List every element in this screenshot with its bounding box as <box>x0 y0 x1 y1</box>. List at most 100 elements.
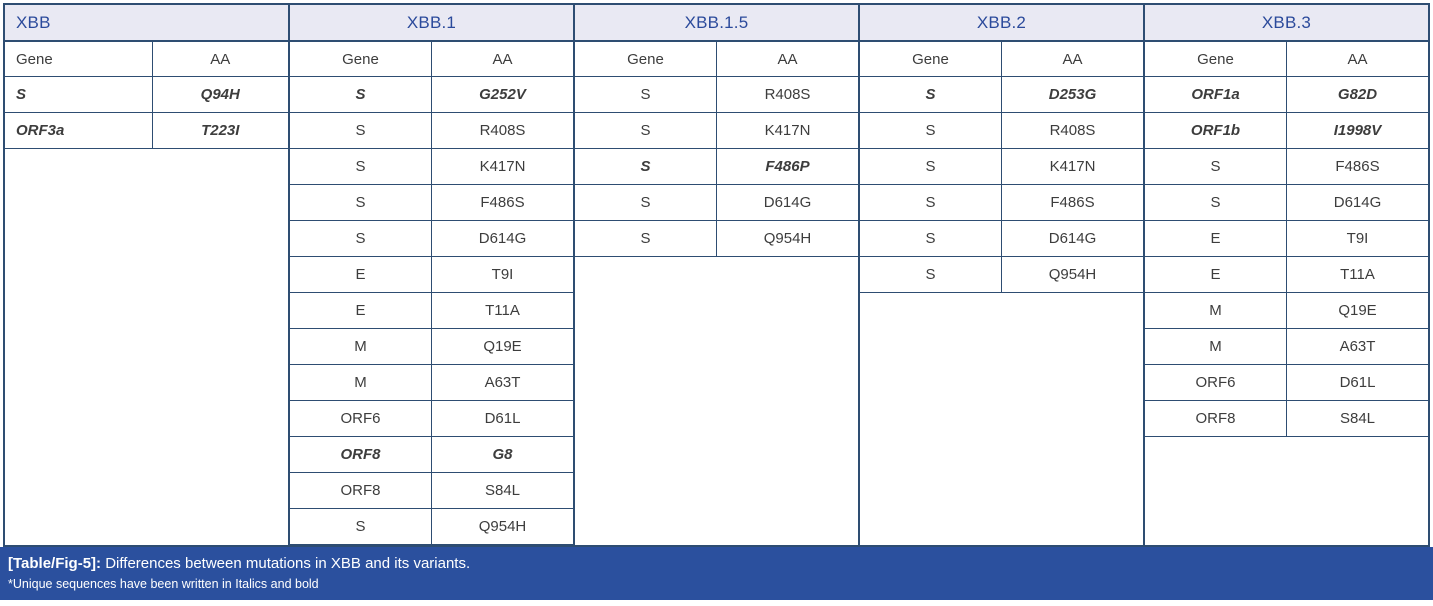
caption-note: *Unique sequences have been written in I… <box>8 577 319 591</box>
gene-cell: S <box>925 158 936 175</box>
caption-label: [Table/Fig-5]: <box>8 555 102 572</box>
variant-header-xbb-1-5: XBB.1.5 <box>575 5 858 42</box>
mutation-row: M Q19E <box>1145 293 1428 329</box>
mutation-row: S Q954H <box>290 509 573 545</box>
aa-cell: D61L <box>1286 365 1428 400</box>
mutation-row: S Q954H <box>575 221 858 257</box>
mutation-row: S F486P <box>575 149 858 185</box>
aa-column-header: AA <box>716 42 858 76</box>
aa-cell: Q954H <box>716 221 858 256</box>
mutation-row: M A63T <box>1145 329 1428 365</box>
gene-cell: S <box>925 86 936 103</box>
aa-cell: A63T <box>431 365 573 400</box>
aa-cell: G82D <box>1286 77 1428 112</box>
caption-text: Differences between mutations in XBB and… <box>105 555 471 572</box>
gene-column-header: Gene <box>912 50 949 68</box>
variant-group-xbb-3: XBB.3 Gene AA ORF1a G82D ORF1b I1998V S F486S S D6… <box>1143 5 1428 545</box>
gene-cell: S <box>640 158 651 175</box>
aa-cell: Q19E <box>431 329 573 364</box>
aa-cell: Q954H <box>431 509 573 544</box>
aa-cell: A63T <box>1286 329 1428 364</box>
caption-line: [Table/Fig-5]: Differences between mutat… <box>8 554 1423 573</box>
mutation-row: ORF1b I1998V <box>1145 113 1428 149</box>
aa-cell: G8 <box>431 437 573 472</box>
gene-cell: E <box>1210 230 1221 247</box>
table-caption: [Table/Fig-5]: Differences between mutat… <box>0 547 1433 600</box>
aa-cell: T223I <box>151 113 289 148</box>
variant-group-xbb-1-5: XBB.1.5 Gene AA S R408S S K417N S F486P S D614G S Q9… <box>573 5 858 545</box>
column-header-row: Gene AA <box>290 42 573 77</box>
gene-cell: S <box>640 86 651 103</box>
mutation-row: ORF6 D61L <box>290 401 573 437</box>
mutation-row: M A63T <box>290 365 573 401</box>
mutation-row: S Q954H <box>860 257 1143 293</box>
gene-column-header: Gene <box>1197 50 1234 68</box>
aa-cell: K417N <box>1001 149 1143 184</box>
mutation-row: S R408S <box>860 113 1143 149</box>
mutation-row: ORF6 D61L <box>1145 365 1428 401</box>
gene-cell: S <box>925 194 936 211</box>
gene-cell: E <box>1210 266 1221 283</box>
mutation-row: ORF1a G82D <box>1145 77 1428 113</box>
empty-cell <box>860 293 1143 545</box>
gene-cell: ORF1a <box>1191 86 1240 103</box>
aa-cell: D614G <box>716 185 858 220</box>
gene-cell: ORF6 <box>1195 374 1236 391</box>
mutation-row: S K417N <box>860 149 1143 185</box>
mutation-row: M Q19E <box>290 329 573 365</box>
gene-cell: E <box>355 302 366 319</box>
aa-cell: F486S <box>1001 185 1143 220</box>
mutation-row: S R408S <box>575 77 858 113</box>
variant-header-xbb: XBB <box>5 5 288 42</box>
variant-header-xbb-1: XBB.1 <box>290 5 573 42</box>
mutation-row: E T9I <box>290 257 573 293</box>
aa-cell: F486S <box>1286 149 1428 184</box>
aa-cell: T9I <box>431 257 573 292</box>
aa-cell: G252V <box>431 77 573 112</box>
aa-cell: R408S <box>1001 113 1143 148</box>
gene-cell: M <box>354 374 367 391</box>
aa-cell: S84L <box>1286 401 1428 436</box>
gene-cell: S <box>640 122 651 139</box>
variant-group-xbb: XBB Gene AA S Q94H ORF3a T223I <box>5 5 288 545</box>
mutation-row: S R408S <box>290 113 573 149</box>
mutation-row: S D253G <box>860 77 1143 113</box>
column-header-row: Gene AA <box>5 42 288 77</box>
gene-cell: S <box>925 230 936 247</box>
aa-cell: K417N <box>716 113 858 148</box>
aa-column-header: AA <box>151 42 289 76</box>
gene-cell: S <box>925 266 936 283</box>
column-header-row: Gene AA <box>860 42 1143 77</box>
empty-cell <box>1145 437 1428 545</box>
gene-cell: M <box>1209 338 1222 355</box>
aa-cell: R408S <box>431 113 573 148</box>
mutations-table: XBB Gene AA S Q94H ORF3a T223I XBB.1 Gene AA S G252… <box>3 3 1430 547</box>
mutation-row: S D614G <box>575 185 858 221</box>
aa-cell: D614G <box>1001 221 1143 256</box>
aa-cell: D614G <box>1286 185 1428 220</box>
variant-group-xbb-1: XBB.1 Gene AA S G252V S R408S S K417N S F486S S D614… <box>288 5 573 545</box>
aa-cell: T11A <box>431 293 573 328</box>
gene-cell: S <box>640 230 651 247</box>
gene-cell: S <box>1210 158 1221 175</box>
gene-cell: S <box>925 122 936 139</box>
gene-cell: ORF8 <box>340 482 381 499</box>
variant-header-xbb-3: XBB.3 <box>1145 5 1428 42</box>
gene-cell: ORF3a <box>16 122 65 139</box>
empty-cell <box>5 149 288 545</box>
gene-cell: S <box>16 86 27 103</box>
aa-cell: K417N <box>431 149 573 184</box>
mutation-row: S D614G <box>1145 185 1428 221</box>
gene-column-header: Gene <box>342 50 379 68</box>
gene-cell: ORF8 <box>340 446 381 463</box>
gene-cell: ORF1b <box>1190 122 1241 139</box>
gene-column-header: Gene <box>627 50 664 68</box>
gene-cell: S <box>355 158 366 175</box>
mutation-row: E T11A <box>290 293 573 329</box>
aa-cell: D614G <box>431 221 573 256</box>
gene-cell: ORF8 <box>1195 410 1236 427</box>
mutation-row: ORF8 S84L <box>1145 401 1428 437</box>
aa-cell: Q94H <box>151 77 289 112</box>
mutation-row: E T11A <box>1145 257 1428 293</box>
